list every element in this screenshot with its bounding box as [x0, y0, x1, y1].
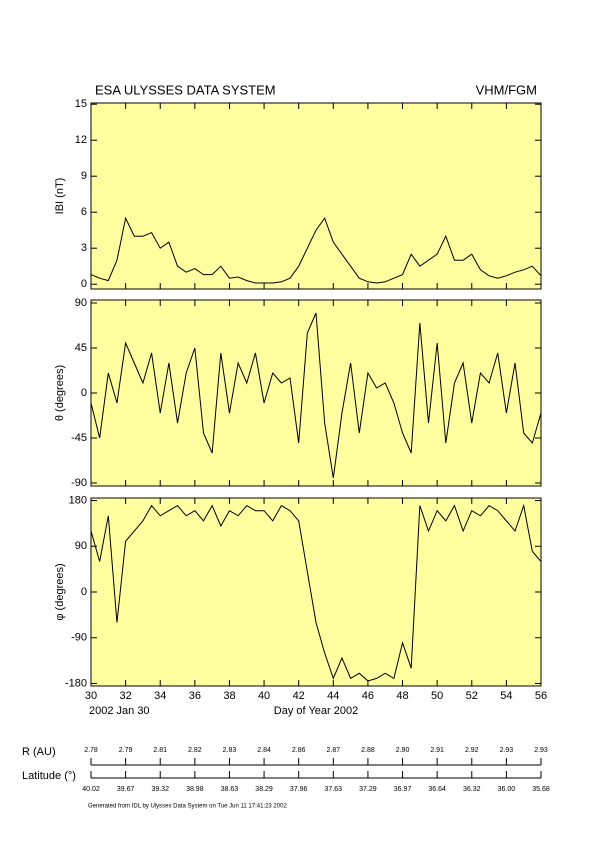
x-tick-label: 46	[362, 690, 374, 702]
y-tick-label: 0	[81, 387, 87, 399]
x-tick-label: 30	[85, 690, 97, 702]
x-tick-label: 44	[327, 690, 339, 702]
lat-value: 39.67	[117, 786, 135, 793]
lat-value: 37.29	[359, 786, 377, 793]
y-tick-label: 90	[75, 540, 87, 552]
r-value: 2.79	[119, 747, 133, 754]
r-value: 2.87	[326, 747, 340, 754]
r-label: R (AU)	[22, 746, 56, 758]
lat-value: 35.68	[532, 786, 550, 793]
lat-value: 37.96	[290, 786, 308, 793]
plot-area	[90, 102, 542, 290]
lat-value: 38.63	[221, 786, 239, 793]
x-tick-label: 52	[466, 690, 478, 702]
x-tick-label: 38	[223, 690, 235, 702]
y-tick-label: -45	[71, 432, 87, 444]
y-tick-label: 45	[75, 342, 87, 354]
x-tick-label: 32	[119, 690, 131, 702]
y-tick-label: 6	[81, 206, 87, 218]
x-tick-label: 36	[189, 690, 201, 702]
lat-value: 36.32	[463, 786, 481, 793]
x-tick-label: 42	[293, 690, 305, 702]
y-tick-label: -90	[71, 632, 87, 644]
data-line	[90, 216, 542, 284]
r-value: 2.88	[361, 747, 375, 754]
x-tick-label: 40	[258, 690, 270, 702]
date-label: 2002 Jan 30	[89, 705, 150, 717]
r-value: 2.92	[465, 747, 479, 754]
lat-value: 38.29	[255, 786, 273, 793]
y-axis-label: θ (degrees)	[54, 365, 66, 421]
y-tick-label: 180	[69, 494, 87, 506]
r-value: 2.93	[534, 747, 548, 754]
r-value: 2.93	[500, 747, 514, 754]
x-axis-label: Day of Year 2002	[274, 705, 358, 717]
r-value: 2.86	[292, 747, 306, 754]
x-tick-label: 50	[431, 690, 443, 702]
y-axis-label: IBI (nT)	[54, 178, 66, 215]
y-tick-label: 90	[75, 297, 87, 309]
lat-value: 36.00	[498, 786, 516, 793]
lat-value: 38.98	[186, 786, 204, 793]
y-tick-label: 3	[81, 242, 87, 254]
footer: Generated from IDL by Ulysses Data Syste…	[88, 804, 287, 810]
lat-value: 37.63	[325, 786, 343, 793]
y-axis-label: φ (degrees)	[54, 563, 66, 620]
r-value: 2.82	[188, 747, 202, 754]
x-tick-label: 56	[535, 690, 547, 702]
lat-value: 39.32	[151, 786, 169, 793]
instrument: VHM/FGM	[476, 82, 537, 97]
lat-value: 36.97	[394, 786, 412, 793]
r-value: 2.91	[430, 747, 444, 754]
data-line	[90, 503, 542, 682]
title: ESA ULYSSES DATA SYSTEM	[95, 82, 276, 97]
x-tick-label: 48	[396, 690, 408, 702]
r-value: 2.84	[257, 747, 271, 754]
y-tick-label: 12	[75, 134, 87, 146]
y-tick-label: -90	[71, 477, 87, 489]
plot-area	[90, 497, 542, 687]
r-value: 2.90	[396, 747, 410, 754]
r-value: 2.81	[153, 747, 167, 754]
data-line	[90, 312, 542, 479]
r-value: 2.78	[84, 747, 98, 754]
lat-value: 36.64	[428, 786, 446, 793]
y-tick-label: 0	[81, 586, 87, 598]
lat-label: Latitude (°)	[22, 770, 76, 782]
y-tick-label: 9	[81, 170, 87, 182]
y-tick-label: 15	[75, 98, 87, 110]
x-tick-label: 34	[154, 690, 166, 702]
x-tick-label: 54	[500, 690, 512, 702]
y-tick-label: 0	[81, 278, 87, 290]
lat-value: 40.02	[82, 786, 100, 793]
r-value: 2.83	[223, 747, 237, 754]
plot-area	[90, 299, 542, 487]
y-tick-label: -180	[65, 677, 87, 689]
